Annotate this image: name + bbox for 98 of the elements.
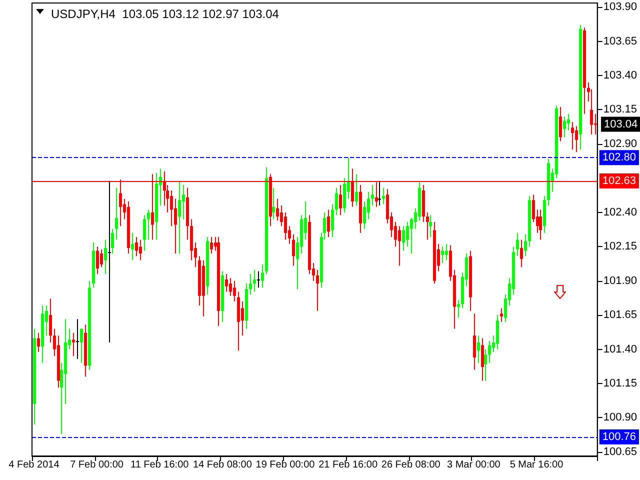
- candlestick: [481, 338, 484, 382]
- candlestick: [559, 106, 562, 142]
- candlestick: [488, 340, 491, 364]
- candlestick: [108, 180, 111, 343]
- ref-line-label: 102.80: [602, 152, 636, 164]
- candlestick: [371, 184, 374, 206]
- candlestick: [500, 308, 503, 322]
- candlestick: [378, 180, 381, 206]
- candlestick: [339, 184, 342, 216]
- candlestick: [567, 113, 570, 131]
- y-tick-label: 103.40: [603, 70, 638, 82]
- candlestick: [335, 187, 338, 216]
- x-tick-label: 14 Feb 08:00: [192, 460, 252, 470]
- candlestick: [49, 298, 52, 343]
- y-tick-label: 102.90: [603, 138, 638, 150]
- candlestick: [210, 236, 213, 254]
- y-tick-label: 102.15: [603, 240, 638, 253]
- candlestick: [174, 198, 177, 254]
- candlestick: [524, 234, 527, 257]
- y-tick-label: 101.40: [603, 343, 638, 356]
- y-tick-label: 101.65: [603, 309, 638, 322]
- candlestick: [147, 209, 150, 240]
- x-tick-label: 4 Feb 2014: [8, 460, 60, 470]
- candlestick: [331, 204, 334, 238]
- candlestick: [429, 214, 432, 238]
- candlestick: [233, 280, 236, 302]
- candlestick: [292, 234, 295, 266]
- candlestick: [139, 239, 142, 261]
- candlestick: [382, 187, 385, 205]
- ref-line-label: 102.63: [602, 174, 636, 187]
- candlestick: [249, 273, 252, 296]
- candlestick: [241, 300, 244, 336]
- candlestick: [477, 335, 480, 364]
- chart-title: USDJPY,H4 103.05 103.12 102.97 103.04: [51, 7, 280, 21]
- candlestick: [473, 313, 476, 370]
- x-tick-label: 3 Mar 00:00: [446, 460, 501, 470]
- candlestick: [261, 264, 264, 288]
- x-tick-label: 5 Mar 16:00: [510, 460, 564, 470]
- y-tick-label: 101.15: [603, 377, 638, 390]
- ref-line-label: 100.76: [602, 430, 636, 443]
- candlestick: [532, 194, 535, 222]
- candlestick: [571, 122, 574, 150]
- candlestick: [225, 273, 228, 292]
- candlestick: [441, 246, 444, 264]
- x-tick-label: 19 Feb 00:00: [256, 460, 316, 470]
- candlestick: [539, 209, 542, 240]
- candlestick: [135, 236, 138, 257]
- candlestick: [100, 248, 103, 268]
- candlestick: [457, 299, 460, 318]
- x-tick-label: 21 Feb 16:00: [318, 460, 378, 470]
- candlestick: [76, 318, 79, 360]
- candlestick: [111, 228, 114, 254]
- y-tick-label: 103.65: [603, 35, 638, 48]
- candlestick: [253, 269, 256, 292]
- candlestick: [257, 270, 260, 288]
- candlestick: [316, 269, 319, 312]
- candlestick: [276, 198, 279, 222]
- candlestick: [594, 113, 597, 135]
- candlestick: [143, 214, 146, 252]
- y-tick-label: 102.40: [603, 206, 638, 218]
- text: 103.04: [604, 118, 638, 130]
- candlestick: [182, 184, 185, 220]
- candlestick: [72, 332, 75, 357]
- x-tick-label: 26 Feb 08:00: [381, 460, 441, 470]
- candlestick: [355, 174, 358, 206]
- y-tick-label: 100.65: [603, 446, 638, 458]
- candlestick: [327, 209, 330, 238]
- candlestick: [37, 332, 40, 352]
- candlestick: [484, 348, 487, 382]
- candlestick: [406, 221, 409, 248]
- y-tick-label: 101.90: [603, 274, 638, 287]
- candlestick: [590, 88, 593, 135]
- candlestick: [363, 200, 366, 230]
- candlestick: [398, 226, 401, 266]
- candlestick: [496, 314, 499, 350]
- candlestick: [229, 278, 232, 296]
- candlestick: [575, 126, 578, 153]
- x-tick-label: 11 Feb 16:00: [130, 460, 190, 470]
- candlestick: [563, 116, 566, 138]
- candlestick: [516, 232, 519, 257]
- y-tick-label: 100.90: [603, 412, 638, 424]
- candlestick: [170, 190, 173, 227]
- candlestick: [104, 239, 107, 274]
- candlestick: [96, 246, 99, 274]
- candlestick: [115, 187, 118, 240]
- y-tick-label: 103.15: [603, 104, 638, 116]
- candlestick: [272, 187, 275, 220]
- x-tick-label: 7 Feb 00:00: [70, 460, 124, 470]
- candlestick: [426, 212, 429, 240]
- candlestick: [367, 191, 370, 220]
- candlestick: [402, 226, 405, 252]
- candlestick: [80, 328, 83, 364]
- candlestick: [178, 180, 181, 254]
- y-tick-label: 103.90: [603, 1, 638, 14]
- candlestick: [445, 243, 448, 261]
- candlestick: [284, 212, 287, 240]
- candlestick: [131, 232, 134, 261]
- candlestick: [520, 239, 523, 268]
